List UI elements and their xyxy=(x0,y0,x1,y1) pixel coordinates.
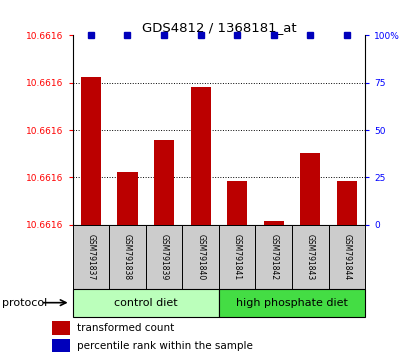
Bar xyxy=(73,289,219,317)
Text: percentile rank within the sample: percentile rank within the sample xyxy=(76,341,252,350)
Bar xyxy=(264,221,284,225)
Text: GSM791839: GSM791839 xyxy=(159,234,168,280)
Bar xyxy=(219,289,365,317)
Bar xyxy=(329,225,365,289)
Text: GSM791841: GSM791841 xyxy=(233,234,242,280)
Bar xyxy=(292,225,329,289)
Bar xyxy=(117,172,137,225)
Bar xyxy=(52,321,69,335)
Text: GSM791844: GSM791844 xyxy=(342,234,352,280)
Text: GSM791837: GSM791837 xyxy=(86,234,95,280)
Bar xyxy=(227,181,247,225)
Bar xyxy=(81,77,101,225)
Text: control diet: control diet xyxy=(114,298,178,308)
Bar xyxy=(219,225,256,289)
Text: GSM791843: GSM791843 xyxy=(306,234,315,280)
Bar xyxy=(154,139,174,225)
Text: GSM791842: GSM791842 xyxy=(269,234,278,280)
Bar xyxy=(73,225,109,289)
Bar xyxy=(300,153,320,225)
Text: GSM791838: GSM791838 xyxy=(123,234,132,280)
Text: protocol: protocol xyxy=(2,298,47,308)
Text: high phosphate diet: high phosphate diet xyxy=(236,298,348,308)
Bar xyxy=(182,225,219,289)
Title: GDS4812 / 1368181_at: GDS4812 / 1368181_at xyxy=(142,21,296,34)
Bar xyxy=(52,339,69,352)
Bar xyxy=(146,225,182,289)
Bar xyxy=(190,86,211,225)
Bar xyxy=(337,181,357,225)
Bar xyxy=(109,225,146,289)
Text: GSM791840: GSM791840 xyxy=(196,234,205,280)
Text: transformed count: transformed count xyxy=(76,323,174,333)
Bar xyxy=(256,225,292,289)
